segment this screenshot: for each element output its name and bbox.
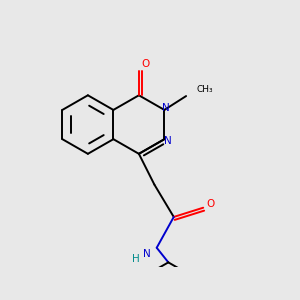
Text: N: N bbox=[162, 103, 170, 113]
Text: H: H bbox=[132, 254, 140, 264]
Text: O: O bbox=[141, 59, 149, 70]
Text: O: O bbox=[206, 199, 214, 209]
Text: N: N bbox=[143, 249, 151, 259]
Text: N: N bbox=[164, 136, 171, 146]
Text: CH₃: CH₃ bbox=[197, 85, 214, 94]
